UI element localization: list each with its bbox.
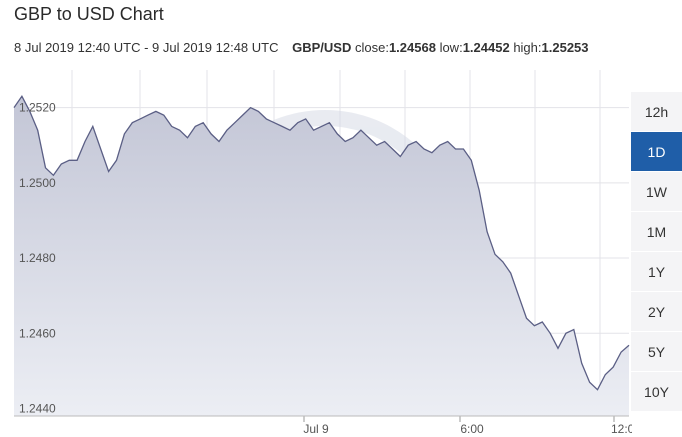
y-tick-label: 1.2440 xyxy=(19,401,56,415)
y-axis: 1.2520 1.2500 1.2480 1.2460 1.2440 xyxy=(19,101,56,416)
close-label: close: xyxy=(354,40,389,55)
high-label: high: xyxy=(513,40,542,55)
chart-subtitle: 8 Jul 2019 12:40 UTC - 9 Jul 2019 12:48 … xyxy=(14,40,589,55)
y-tick-label: 1.2500 xyxy=(19,176,56,190)
range-button-10y[interactable]: 10Y xyxy=(631,372,682,411)
low-value: 1.24452 xyxy=(462,40,510,55)
range-button-1d[interactable]: 1D xyxy=(631,132,682,171)
low-label: low: xyxy=(439,40,463,55)
x-tick-label: 6:00 xyxy=(460,422,484,436)
chart-title: GBP to USD Chart xyxy=(14,4,164,24)
range-button-12h[interactable]: 12h xyxy=(631,92,682,131)
y-tick-label: 1.2520 xyxy=(19,101,56,115)
x-tick-label: Jul 9 xyxy=(303,422,329,436)
range-button-1m[interactable]: 1M xyxy=(631,212,682,251)
range-button-2y[interactable]: 2Y xyxy=(631,292,682,331)
x-axis: Jul 9 6:00 12:00 xyxy=(14,415,632,436)
time-range-selector: 12h 1D 1W 1M 1Y 2Y 5Y 10Y xyxy=(631,92,682,412)
y-tick-label: 1.2480 xyxy=(19,251,56,265)
y-tick-label: 1.2460 xyxy=(19,326,56,340)
currency-pair: GBP/USD xyxy=(292,40,352,55)
date-range: 8 Jul 2019 12:40 UTC - 9 Jul 2019 12:48 … xyxy=(14,40,279,55)
price-area-fill xyxy=(14,96,629,417)
range-button-1y[interactable]: 1Y xyxy=(631,252,682,291)
close-value: 1.24568 xyxy=(388,40,436,55)
x-tick-label: 12:00 xyxy=(611,422,632,436)
range-button-5y[interactable]: 5Y xyxy=(631,332,682,371)
high-value: 1.25253 xyxy=(541,40,589,55)
price-line xyxy=(13,95,630,391)
range-button-1w[interactable]: 1W xyxy=(631,172,682,211)
